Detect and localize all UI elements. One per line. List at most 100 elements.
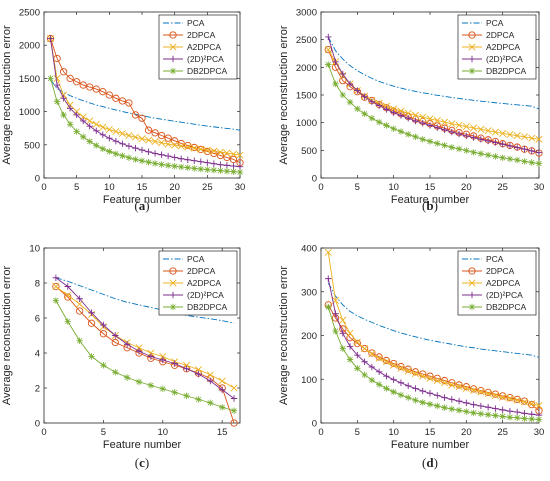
legend-entry: DB2DPCA [486,66,526,76]
series-4 [52,297,238,414]
data-point [346,329,354,337]
legend-entry: PCA [486,18,504,28]
data-point [118,97,127,105]
data-point [230,162,237,170]
data-point [521,415,528,422]
data-point [218,386,226,393]
data-point [178,155,185,162]
data-point [223,168,231,175]
panel-label: (d) [422,455,438,470]
data-point [368,350,376,358]
data-point [528,400,536,408]
data-point [499,413,506,420]
data-point [528,134,536,142]
y-tick-label: 1500 [19,74,40,85]
y-tick-label: 100 [301,375,317,386]
data-point [521,146,528,153]
y-tick-label: 1000 [296,118,317,129]
data-point [118,129,126,138]
data-point [499,141,506,148]
data-point [492,405,499,412]
data-point [535,401,543,410]
data-point [470,409,477,417]
data-point [397,379,405,386]
data-point [354,105,361,113]
data-point [190,144,198,152]
x-tick-label: 30 [534,182,545,193]
data-point [223,153,231,162]
data-point [164,140,172,148]
data-point [405,382,412,390]
data-point [325,33,332,41]
data-point [361,110,368,118]
data-point [375,368,383,376]
x-tick-label: 20 [169,182,180,193]
legend-entry: A2DPCA [486,42,520,52]
legend-entry: (2D)²PCA [187,54,224,64]
x-tick-label: 5 [74,182,79,193]
data-point [47,75,54,82]
data-point [477,410,485,418]
series-line [327,36,540,110]
chart-panel-b: 0 5 10 15 20 25 30 0 500 1000 1500 2000 2500 3000 Feat… [278,8,544,214]
data-point [470,134,477,141]
legend-entry: (2D)²PCA [486,290,523,300]
data-point [448,405,455,413]
legend-entry: (2D)²PCA [486,54,523,64]
data-point [52,282,60,291]
data-point [73,111,80,119]
data-point [383,106,390,113]
data-point [106,148,113,155]
x-tick-label: 15 [137,182,148,193]
legend-swatch-marker [468,55,476,63]
series-line [55,277,235,324]
data-point [470,386,478,394]
data-point [125,131,133,140]
data-point [131,111,140,119]
data-point [159,356,166,364]
data-point [484,388,492,397]
data-point [513,396,521,404]
data-point [463,147,470,154]
data-point [73,78,81,86]
data-point [86,123,93,130]
legend-swatch-marker [468,291,476,299]
panel-label: (b) [422,198,438,213]
legend-entry: 2DPCA [187,30,216,40]
legend: PCA 2DPCA A2DPCA (2D)²PCA DB2DPCA [158,250,238,316]
data-point [433,116,441,124]
data-point [411,368,420,376]
data-point [79,81,87,89]
data-point [463,132,470,140]
y-tick-label: 200 [301,331,317,342]
data-point [125,99,133,107]
data-point [332,327,339,335]
data-point [426,138,434,145]
data-point [514,156,521,164]
data-point [157,131,166,140]
data-point [419,387,426,395]
legend-swatch-marker [169,291,177,299]
series-line [50,79,241,131]
x-tick-label: 25 [497,182,508,193]
data-point [411,370,419,378]
data-point [455,145,463,153]
data-point [404,109,412,117]
data-point [506,131,514,139]
x-tick-label: 20 [461,427,472,438]
data-point [397,364,405,372]
series-2 [47,35,244,159]
data-point [197,165,204,173]
data-point [195,396,202,403]
data-point [64,293,72,301]
data-point [204,166,211,173]
data-point [375,381,383,388]
data-point [433,377,441,385]
data-point [206,371,214,379]
data-point [145,136,153,144]
data-point [434,124,441,131]
data-point [125,142,133,150]
data-point [390,105,398,113]
